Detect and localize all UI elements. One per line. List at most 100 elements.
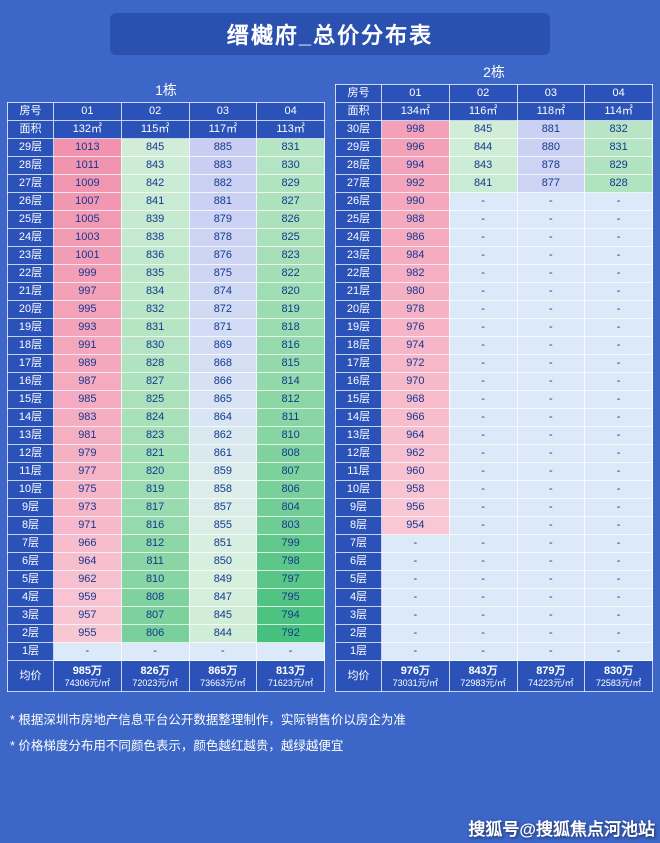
price-cell: 843 [120,156,190,175]
avg-price-cell: 830万 72583元/㎡ [584,660,653,692]
price-cell: 882 [188,174,258,193]
price-cell: 979 [53,444,122,463]
price-cell: - [448,588,518,607]
room-no-row: 房号 01 02 03 04 [7,102,325,121]
room-no-cell: 02 [448,84,518,103]
floor-label-cell: 13层 [7,426,54,445]
price-cell: 957 [53,606,122,625]
price-cell: 875 [188,264,258,283]
room-no-label: 房号 [335,84,382,103]
price-cell: 974 [381,336,450,355]
price-cell: 823 [120,426,190,445]
unit-area-cell: 113㎡ [256,120,325,139]
price-cell: - [516,318,586,337]
floor-row: 13层 964- - - [335,426,653,445]
floor-label-cell: 3层 [7,606,54,625]
price-cell: 865 [188,390,258,409]
floor-label-cell: 10层 [335,480,382,499]
price-cell: - [448,624,518,643]
floor-label-cell: 5层 [7,570,54,589]
price-cell: 878 [516,156,586,175]
price-cell: 831 [120,318,190,337]
page-title: 缙樾府_总价分布表 [226,23,434,48]
price-cell: 964 [381,426,450,445]
price-cell: - [448,264,518,283]
price-cell: 968 [381,390,450,409]
price-cell: 844 [188,624,258,643]
avg-price: 976万 [400,664,431,677]
price-cell: 980 [381,282,450,301]
price-cell: - [584,552,653,571]
floor-row: 6层 964 811 850 798 [7,552,325,571]
price-cell: 829 [584,156,653,175]
floor-row: 19层 993 831 871 818 [7,318,325,337]
price-cell: 803 [256,516,325,535]
avg-unit: 72023元/㎡ [132,677,178,688]
price-cell: 962 [381,444,450,463]
floor-row: 6层 - - - - [335,552,653,571]
floor-row: 12层 979 821 861 808 [7,444,325,463]
avg-unit: 72583元/㎡ [595,677,642,688]
price-cell: - [516,552,586,571]
price-cell: - [584,246,653,265]
price-cell: 871 [188,318,258,337]
floor-row: 8层 971 816 855 803 [7,516,325,535]
floor-label-cell: 7层 [7,534,54,553]
price-cell: 984 [381,246,450,265]
price-cell: 807 [120,606,190,625]
price-cell: - [448,372,518,391]
floor-row: 4层 959 808 847 795 [7,588,325,607]
price-cell: 977 [53,462,122,481]
floor-label-cell: 26层 [7,192,54,211]
floor-row: 23层 984- - - [335,246,653,265]
floor-label-cell: 27层 [335,174,382,193]
avg-price-cell: 843万 72983元/㎡ [448,660,518,692]
floor-label-cell: 16层 [7,372,54,391]
floor-label-cell: 7层 [335,534,382,553]
avg-row: 均价 976万 73031元/㎡ 843万 72983元/㎡ 879万 74223元/㎡ 83… [335,660,653,692]
price-cell: 815 [256,354,325,373]
price-cell: 845 [120,138,190,157]
price-cell: 879 [188,210,258,229]
price-cell: - [584,534,653,553]
price-cell: - [516,210,586,229]
price-cell: 817 [120,498,190,517]
floor-label-cell: 4层 [7,588,54,607]
price-cell: - [381,534,450,553]
floor-row: 17层 972- - - [335,354,653,373]
price-cell: 956 [381,498,450,517]
floor-row: 28层 1011 843 883 830 [7,156,325,175]
price-cell: 842 [120,174,190,193]
floor-label-cell: 25层 [335,210,382,229]
price-cell: - [448,516,518,535]
floor-row: 2层 - - - - [335,624,653,643]
price-cell: - [381,606,450,625]
room-no-cell: 04 [584,84,653,103]
price-cell: 819 [120,480,190,499]
price-table-1: 房号 01 02 03 04 面积 132㎡ 115㎡ 117㎡ 113㎡ 29层 1013 845 88… [7,102,325,692]
floor-row: 27层 992 841 877 828 [335,174,653,193]
price-cell: 827 [120,372,190,391]
unit-area-cell: 116㎡ [448,102,518,121]
room-no-cell: 01 [381,84,450,103]
price-cell: 806 [120,624,190,643]
price-cell: 812 [120,534,190,553]
floor-label-cell: 1层 [7,642,54,661]
floor-label-cell: 24层 [335,228,382,247]
price-cell: - [448,246,518,265]
price-cell: - [381,570,450,589]
floor-row: 22层 999 835 875 822 [7,264,325,283]
price-cell: 857 [188,498,258,517]
price-cell: - [448,336,518,355]
floor-row: 5层 962 810 849 797 [7,570,325,589]
price-cell: 960 [381,462,450,481]
floor-label-cell: 11层 [335,462,382,481]
footnote-source: * 根据深圳市房地产信息平台公开数据整理制作，实际销售价以房企为准 [10,713,406,727]
floor-label-cell: 15层 [7,390,54,409]
price-cell: 824 [120,408,190,427]
room-no-cell: 03 [188,102,258,121]
price-cell: 991 [53,336,122,355]
price-cell: 1007 [53,192,122,211]
price-cell: - [516,390,586,409]
price-cell: 877 [516,174,586,193]
